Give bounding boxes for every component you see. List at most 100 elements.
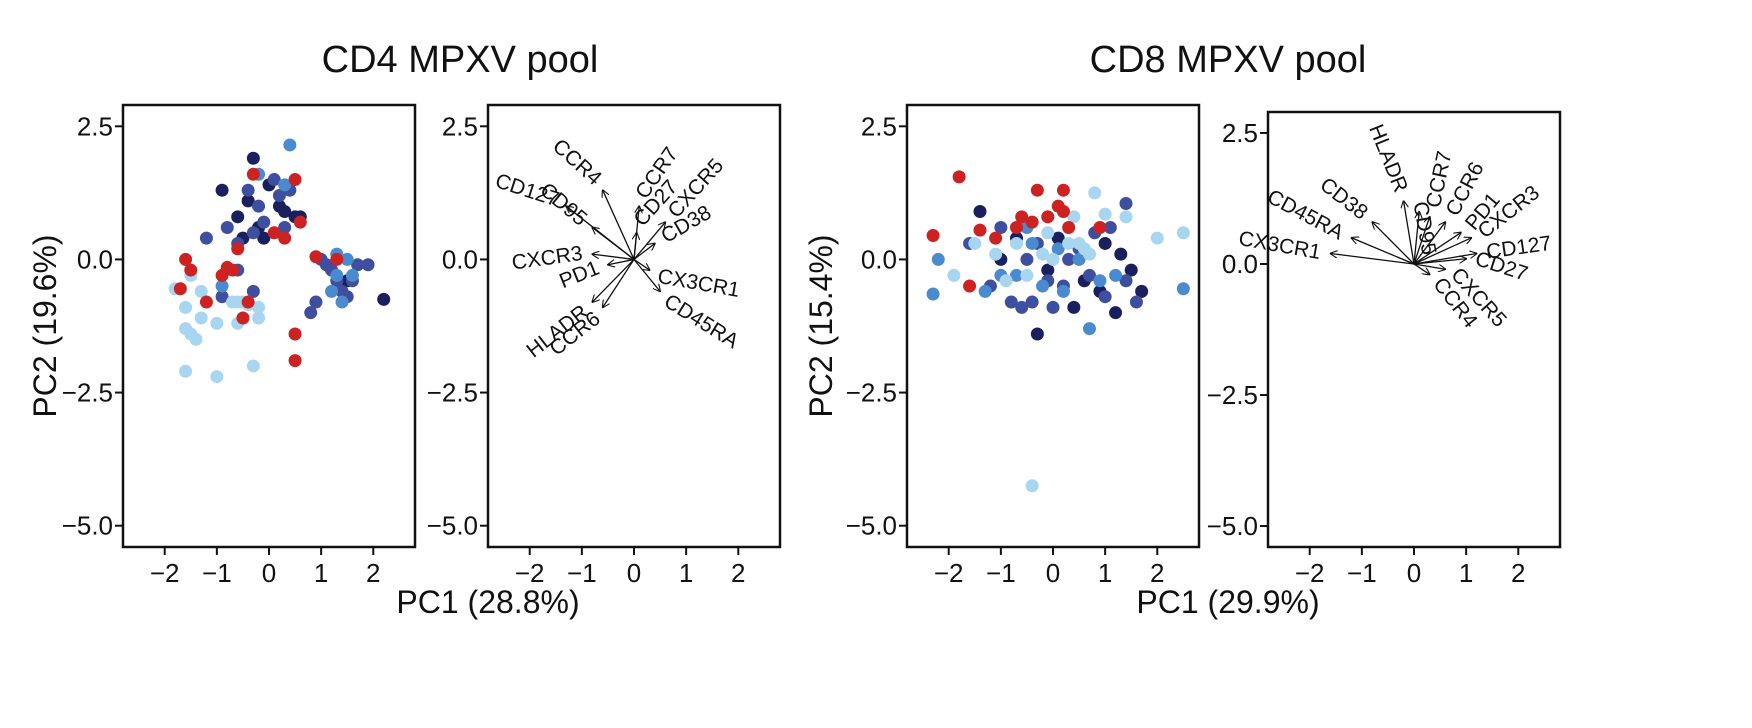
data-point (1062, 236, 1076, 250)
plot-frame (905, 103, 1201, 549)
series-1 (973, 205, 1149, 341)
data-point (199, 231, 213, 245)
data-point (246, 167, 260, 181)
y-tick-label: −2.5 (846, 378, 897, 408)
data-point (179, 364, 193, 378)
loading-vector (592, 258, 635, 302)
data-point (330, 252, 344, 266)
data-point (189, 332, 203, 346)
data-point (226, 263, 239, 277)
data-point (215, 279, 229, 293)
data-point (246, 284, 260, 298)
loading-vector (1413, 238, 1471, 265)
data-point (973, 205, 987, 219)
y-tick-label: −2.5 (62, 378, 113, 408)
x-tick-label: 0 (1046, 558, 1060, 588)
data-point (194, 284, 208, 298)
x-tick-label: −1 (1347, 558, 1377, 588)
loading-vector (1413, 217, 1430, 265)
data-point (1062, 252, 1076, 266)
data-point (926, 228, 940, 242)
data-point (1067, 210, 1081, 224)
data-point (179, 322, 193, 336)
data-point (1025, 479, 1039, 493)
x-axis-label: PC1 (29.9%) (1136, 584, 1319, 620)
x-tick-label: −1 (202, 558, 232, 588)
data-point (999, 274, 1013, 288)
data-point (1004, 295, 1018, 309)
data-point (1041, 210, 1055, 224)
data-point (304, 306, 318, 320)
data-point (241, 295, 255, 309)
x-tick-label: 2 (366, 558, 380, 588)
loading-vector (1331, 254, 1415, 265)
data-point (293, 215, 307, 229)
data-point (252, 311, 266, 325)
y-tick-label: −5.0 (846, 511, 897, 541)
data-point (1072, 252, 1086, 266)
data-point (272, 189, 286, 203)
data-point (1176, 282, 1190, 296)
loading-vector (1413, 263, 1445, 269)
x-tick-label: 1 (1459, 558, 1473, 588)
loading-vector (1413, 212, 1419, 265)
data-point (1010, 220, 1023, 234)
loading-vector (633, 222, 665, 260)
data-point (1020, 252, 1034, 266)
loading-vector (633, 258, 650, 270)
x-axis-label: PC1 (28.8%) (396, 584, 579, 620)
y-tick-label: 2.5 (442, 111, 478, 141)
x-tick-label: 0 (1407, 558, 1421, 588)
x-tick-label: 0 (262, 558, 276, 588)
data-point (1051, 231, 1065, 245)
y-tick-label: −5.0 (62, 511, 113, 541)
data-point (246, 226, 260, 240)
y-tick-label: 0.0 (1222, 249, 1258, 279)
data-point (1036, 247, 1050, 261)
data-point (1025, 215, 1039, 229)
x-tick-label: −1 (567, 558, 597, 588)
data-point (1098, 236, 1112, 250)
loading-vector (592, 227, 635, 260)
data-point (1093, 220, 1107, 234)
data-point (215, 183, 229, 197)
y-tick-label: −5.0 (1207, 511, 1258, 541)
data-point (231, 242, 245, 256)
data-point (1056, 183, 1070, 197)
data-point (1010, 236, 1023, 250)
data-point (345, 268, 359, 282)
loading-vector (1413, 259, 1466, 265)
data-point (1020, 268, 1034, 282)
series-1 (215, 151, 391, 306)
data-point (1083, 247, 1096, 261)
loading-vector (1413, 222, 1445, 265)
x-tick-label: 1 (679, 558, 693, 588)
data-point (288, 327, 302, 341)
data-point (963, 279, 977, 293)
y-tick-label: 0.0 (77, 244, 113, 274)
x-tick-label: −1 (986, 558, 1016, 588)
x-tick-label: 1 (314, 558, 328, 588)
data-point (1015, 210, 1029, 224)
data-point (1103, 220, 1117, 234)
data-point (179, 300, 193, 314)
y-axis-label: PC2 (19.6%) (27, 234, 63, 417)
loading-vector (603, 190, 635, 260)
data-point (194, 311, 208, 325)
data-point (1124, 263, 1138, 277)
data-point (257, 231, 271, 245)
loading-vector (1404, 201, 1415, 265)
data-point (215, 290, 229, 304)
data-point (231, 210, 245, 224)
data-point (278, 231, 292, 245)
data-point (236, 311, 250, 325)
data-point (1067, 300, 1081, 314)
data-point (1062, 220, 1076, 234)
panel-3: 2.5 0.0 −2.5 −5.0 −2 −1 0 1 2 (846, 103, 1201, 588)
data-point (377, 292, 391, 306)
data-point (1051, 242, 1065, 256)
plot-frame (1266, 110, 1562, 549)
y-tick-label: −2.5 (1207, 380, 1258, 410)
data-point (973, 223, 987, 237)
data-point (931, 252, 945, 266)
